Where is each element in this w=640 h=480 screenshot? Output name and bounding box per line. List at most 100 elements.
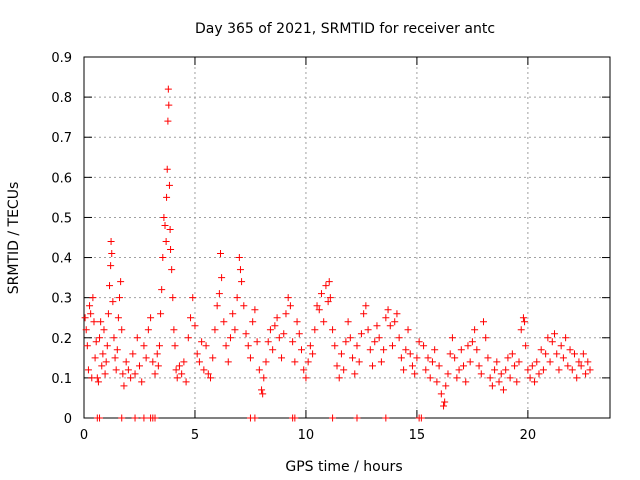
data-point <box>151 370 159 378</box>
data-point <box>586 366 594 374</box>
data-point <box>366 346 374 354</box>
data-point <box>160 213 168 221</box>
data-point <box>262 358 270 366</box>
data-point <box>453 374 461 382</box>
data-point <box>528 362 536 370</box>
data-point <box>473 346 481 354</box>
data-point <box>535 370 543 378</box>
data-point <box>380 346 388 354</box>
data-point <box>557 342 565 350</box>
data-point <box>546 358 554 366</box>
data-point <box>513 378 521 386</box>
data-point <box>455 366 463 374</box>
zero-data-point <box>140 414 148 422</box>
data-point <box>271 322 279 330</box>
data-point <box>411 370 419 378</box>
data-point <box>362 302 370 310</box>
data-point <box>189 294 197 302</box>
y-tick-label: 0.9 <box>51 51 72 66</box>
data-point <box>457 346 465 354</box>
data-point <box>517 326 525 334</box>
y-tick-label: 0.1 <box>51 372 72 387</box>
data-point <box>253 338 261 346</box>
data-point <box>255 366 263 374</box>
data-point <box>109 298 117 306</box>
data-point <box>559 354 567 362</box>
data-point <box>193 350 201 358</box>
data-point <box>406 350 414 358</box>
data-point <box>497 370 505 378</box>
data-point <box>220 318 228 326</box>
data-point <box>249 318 257 326</box>
data-point <box>112 366 120 374</box>
data-point <box>222 342 230 350</box>
data-point <box>382 314 390 322</box>
data-point <box>187 314 195 322</box>
zero-data-point <box>131 414 139 422</box>
data-point <box>524 366 532 374</box>
data-point <box>293 318 301 326</box>
data-point <box>113 346 121 354</box>
data-point <box>413 354 421 362</box>
data-point <box>300 366 308 374</box>
data-point <box>351 370 359 378</box>
data-point <box>491 366 499 374</box>
data-point <box>91 354 99 362</box>
data-point <box>182 378 190 386</box>
data-point <box>564 362 572 370</box>
data-point <box>357 330 365 338</box>
zero-data-point <box>353 414 361 422</box>
y-tick-label: 0.5 <box>51 211 72 226</box>
plot-frame <box>83 56 611 419</box>
data-point <box>246 354 254 362</box>
data-point <box>539 366 547 374</box>
data-point <box>355 358 363 366</box>
data-point <box>172 366 180 374</box>
data-point <box>369 362 377 370</box>
data-point <box>533 358 541 366</box>
data-point <box>440 402 448 410</box>
data-point <box>87 310 95 318</box>
y-tick-label: 0.6 <box>51 171 72 186</box>
data-point <box>515 358 523 366</box>
data-point <box>468 338 476 346</box>
data-point <box>82 326 90 334</box>
zero-data-point <box>417 414 425 422</box>
data-point <box>171 342 179 350</box>
data-point <box>333 362 341 370</box>
data-point <box>353 342 361 350</box>
data-point <box>542 350 550 358</box>
y-tick-label: 0.8 <box>51 91 72 106</box>
data-point <box>108 250 116 258</box>
data-point <box>551 330 559 338</box>
y-tick-label: 0.2 <box>51 332 72 347</box>
data-point <box>442 382 450 390</box>
data-point <box>577 362 585 370</box>
data-point <box>260 374 268 382</box>
data-point <box>218 274 226 282</box>
data-point <box>259 390 267 398</box>
data-point <box>163 165 171 173</box>
data-points <box>81 85 594 422</box>
data-point <box>120 382 128 390</box>
data-point <box>102 358 110 366</box>
zero-data-point <box>118 414 126 422</box>
data-point <box>213 302 221 310</box>
y-tick-label: 0.3 <box>51 292 72 307</box>
data-point <box>166 225 174 233</box>
data-point <box>159 254 167 262</box>
data-point <box>144 326 152 334</box>
zero-data-point <box>151 414 159 422</box>
data-point <box>479 318 487 326</box>
data-point <box>229 310 237 318</box>
data-point <box>499 386 507 394</box>
data-point <box>289 338 297 346</box>
data-point <box>471 326 479 334</box>
data-point <box>209 354 217 362</box>
data-point <box>519 314 527 322</box>
data-point <box>544 334 552 342</box>
data-point <box>100 326 108 334</box>
data-point <box>433 378 441 386</box>
x-tick-label: 5 <box>191 428 199 443</box>
data-point <box>180 358 188 366</box>
